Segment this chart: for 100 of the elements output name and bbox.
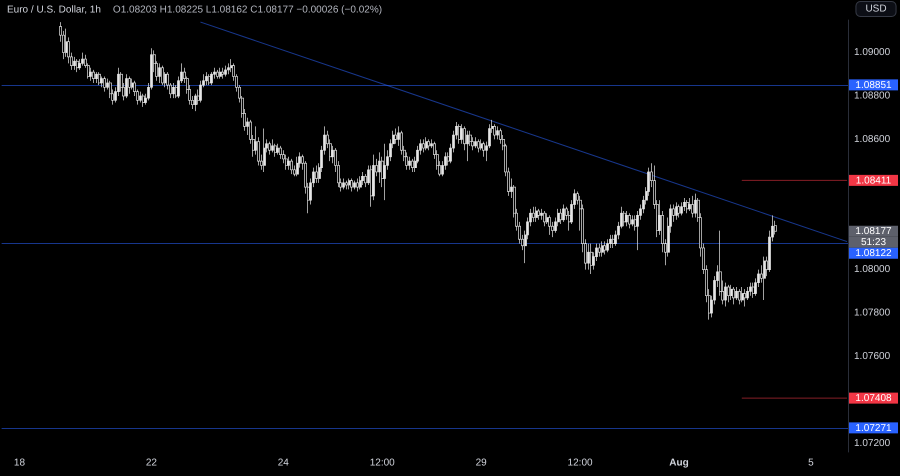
candlestick (394, 128, 397, 144)
candlestick (276, 143, 279, 155)
candlestick (562, 204, 565, 222)
candlestick (606, 238, 609, 253)
y-tick-label: 1.08800 (854, 90, 891, 102)
candlestick (221, 67, 224, 79)
y-tick-label: 1.07600 (854, 350, 891, 362)
candlestick (732, 286, 735, 305)
candlestick (76, 58, 79, 72)
candlestick (625, 210, 628, 227)
candlestick (361, 172, 364, 186)
y-tick-label: 1.08000 (854, 264, 891, 276)
candlestick (427, 139, 430, 151)
candlestick (535, 206, 538, 222)
candlestick (680, 202, 683, 216)
candlestick (103, 76, 106, 92)
candlestick (735, 286, 738, 300)
candlestick (290, 158, 293, 174)
candlestick (724, 282, 727, 307)
candlestick (271, 139, 274, 153)
candlestick (359, 176, 362, 190)
candlestick (738, 288, 741, 305)
candlestick (92, 70, 95, 84)
candlestick (205, 72, 208, 86)
candlestick (95, 72, 98, 84)
candlestick (219, 67, 222, 79)
candlestick (537, 208, 540, 220)
candlestick (353, 180, 356, 190)
candlestick (350, 178, 353, 192)
candlestick (285, 154, 288, 170)
candlestick (194, 93, 197, 112)
x-tick-label: Aug (669, 458, 689, 468)
candlestick (559, 208, 562, 224)
candlestick (268, 141, 271, 155)
candlestick (224, 65, 227, 77)
y-tick-label: 1.09000 (854, 47, 891, 58)
x-tick-label: 22 (146, 458, 158, 468)
text: 1.08177 (855, 226, 892, 238)
candlestick (543, 210, 546, 227)
candlestick (683, 198, 686, 212)
candlestick (763, 256, 766, 300)
candlestick (89, 67, 92, 82)
candlestick (161, 65, 164, 86)
candlestick (482, 141, 485, 158)
candlestick (422, 139, 425, 153)
candlestick (345, 180, 348, 190)
candlestick (686, 200, 689, 214)
candlestick (458, 124, 461, 144)
candlestick (694, 193, 697, 218)
candlestick (100, 76, 103, 88)
candlestick (227, 63, 230, 75)
candlestick (548, 215, 551, 236)
candlestick (125, 74, 128, 98)
candlestick (383, 143, 386, 201)
candlestick (172, 82, 175, 98)
candlestick (623, 210, 626, 227)
candlestick (474, 136, 477, 148)
candlestick (348, 178, 351, 190)
x-tick-label: 5 (808, 458, 814, 468)
candlestick (128, 76, 131, 94)
candlestick (411, 158, 414, 172)
candlestick (691, 195, 694, 218)
candlestick (601, 241, 604, 257)
candlestick (466, 130, 469, 162)
candlestick (741, 286, 744, 303)
candlestick (342, 178, 345, 190)
data-label: 1.07408 (855, 393, 892, 404)
candlestick (532, 206, 535, 222)
chart-subtitle: O1.08203 H1.08225 L1.08162 C1.08177 −0.00026 (−0.02%) (112, 4, 382, 16)
candlestick (216, 70, 219, 79)
candlestick (631, 215, 634, 227)
candlestick (98, 72, 101, 86)
candlestick (752, 282, 755, 298)
candlestick (408, 156, 411, 170)
y-tick-label: 1.08600 (854, 134, 891, 145)
y-axis-title: USD (865, 4, 887, 14)
candlestick (81, 52, 84, 66)
candlestick (749, 282, 752, 296)
candlestick (677, 204, 680, 218)
candlestick (296, 156, 299, 177)
x-tick-label: 24 (278, 458, 290, 468)
candlestick (598, 243, 601, 257)
candlestick (425, 136, 428, 151)
candlestick (315, 165, 318, 184)
chart-title: Euro / U.S. Dollar, 1h (7, 4, 101, 16)
candlestick (727, 284, 730, 303)
candlestick (603, 241, 606, 255)
candlestick (612, 234, 615, 248)
candlestick (496, 126, 499, 140)
x-tick-label: 29 (476, 458, 488, 468)
x-tick-label: 18 (14, 458, 26, 468)
candlestick (743, 288, 746, 307)
y-tick-label: 1.07800 (854, 308, 891, 319)
candlestick (493, 124, 496, 140)
candlestick (73, 56, 76, 70)
candlestick (142, 93, 145, 108)
candlestick (477, 139, 480, 153)
text: 51:23 (860, 237, 886, 248)
candlestick (279, 146, 282, 160)
candlestick (263, 128, 266, 172)
